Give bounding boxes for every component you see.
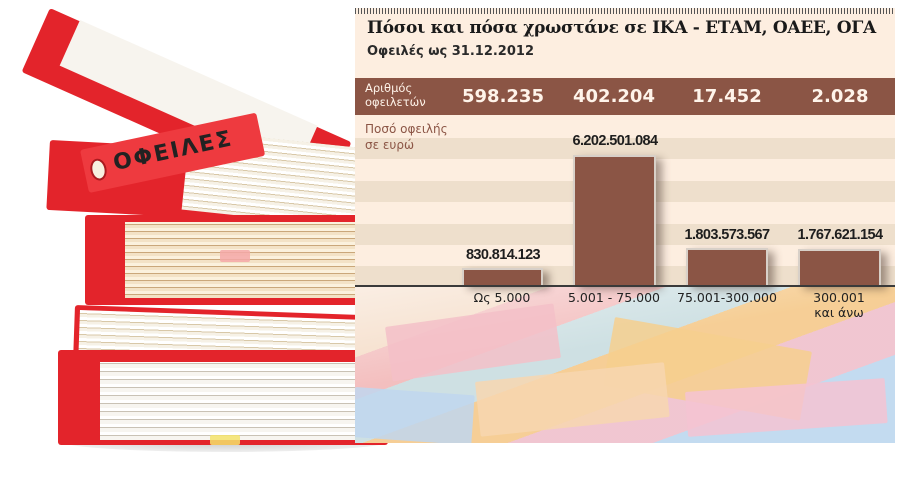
debtor-count-value: 598.235 — [462, 86, 544, 107]
row-stripe — [355, 138, 895, 159]
sticky-note — [220, 250, 250, 262]
amount-label: Ποσό οφειλής σε ευρώ — [365, 121, 448, 153]
category-label-line1: 5.001 - 75.000 — [568, 290, 660, 305]
bar-value-label: 6.202.501.084 — [572, 133, 659, 149]
chart-subtitle: Οφειλές ως 31.12.2012 — [367, 44, 534, 59]
binder-ring-hole — [88, 157, 109, 183]
bar-5001-75000 — [573, 155, 656, 285]
amount-label-line2: σε ευρώ — [365, 138, 415, 152]
category-label-line2: και άνω — [814, 305, 864, 320]
debtor-count-band: Αριθμός οφειλετών 598.235 402.204 17.452… — [355, 78, 895, 115]
category-label: Ως 5.000 — [447, 290, 557, 305]
sticky-note — [210, 435, 240, 445]
debtor-count-label: Αριθμός οφειλετών — [365, 81, 426, 109]
infographic-panel: Πόσοι και πόσα χρωστάνε σε ΙΚΑ - ΕΤΑΜ, Ο… — [355, 8, 895, 443]
banknote — [385, 303, 562, 382]
bar-value-label: 1.803.573.567 — [684, 227, 771, 243]
chart-baseline — [355, 285, 895, 287]
amount-label-line1: Ποσό οφειλής — [365, 122, 448, 136]
banknote — [475, 362, 670, 437]
bar-75001-300000 — [686, 248, 768, 285]
binder-bottom-papers — [100, 362, 380, 440]
debtor-count-value: 17.452 — [692, 86, 762, 107]
bar-value-label: 830.814.123 — [465, 247, 541, 263]
debtor-count-label-line1: Αριθμός — [365, 81, 413, 95]
category-label-line1: Ως 5.000 — [473, 290, 531, 305]
chart-title: Πόσοι και πόσα χρωστάνε σε ΙΚΑ - ΕΤΑΜ, Ο… — [367, 18, 876, 38]
debtor-count-value: 402.204 — [573, 86, 655, 107]
category-label: 75.001-300.000 — [672, 290, 782, 305]
top-tick-rule — [355, 8, 895, 14]
bar-300001-plus — [798, 249, 881, 285]
binders-photo: ΟΦΕΙΛΕΣ — [20, 0, 420, 452]
banknote — [355, 387, 475, 443]
bar-up-to-5000 — [462, 268, 543, 285]
euro-banknotes-photo — [355, 287, 895, 443]
debtor-count-label-line2: οφειλετών — [365, 95, 426, 109]
bar-value-label: 1.767.621.154 — [797, 227, 884, 243]
category-label-line1: 300.001 — [813, 290, 865, 305]
category-label-line1: 75.001-300.000 — [677, 290, 777, 305]
category-label: 5.001 - 75.000 — [559, 290, 669, 305]
debtor-count-value: 2.028 — [811, 86, 869, 107]
category-label: 300.001 και άνω — [784, 290, 894, 320]
